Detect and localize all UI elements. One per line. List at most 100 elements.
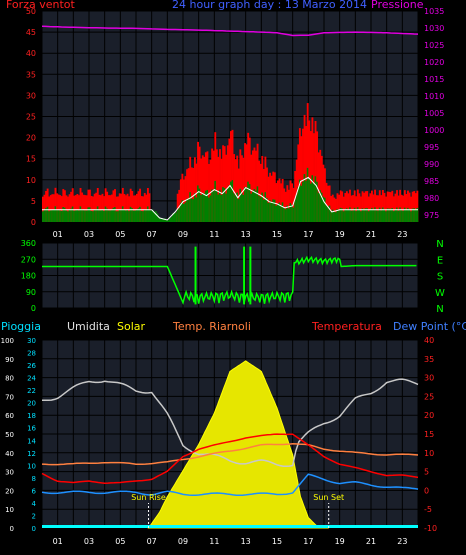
wind-gust-bar (330, 195, 333, 222)
humidity-y-tick-label: 10 (27, 462, 36, 470)
wind-gust-bar (112, 190, 115, 222)
wind-avg-bar (411, 208, 414, 222)
wind-gust-bar (139, 188, 141, 222)
wind-avg-bar (372, 210, 375, 222)
dew-point-title: Dew Point (°C) (393, 320, 466, 333)
wind-avg-bar (392, 211, 395, 222)
wind-gust-bar (190, 167, 193, 222)
wind-avg-bar (195, 197, 198, 222)
wind-speed-label: Forza vento (6, 0, 71, 11)
wind-x-tick-label: 07 (147, 230, 157, 239)
wind-gust-bar (57, 194, 60, 222)
wind-avg-bar (222, 187, 225, 222)
wind-gust-bar (143, 193, 146, 222)
humidity-line (41, 378, 419, 468)
wind-avg-bar (201, 192, 204, 222)
pressure-y-tick-label: 990 (424, 160, 439, 169)
wind-avg-bar (328, 205, 331, 222)
wind-avg-bar (341, 208, 344, 222)
bearing-direction-label: N (436, 239, 443, 250)
wind-gust-bar (145, 194, 148, 222)
weather-x-tick-label: 11 (209, 537, 219, 546)
wind-avg-bar (291, 204, 293, 222)
wind-gust-bar (259, 163, 262, 222)
pressure-line (41, 25, 419, 37)
rain-y-tick-label: 0 (10, 525, 14, 533)
wind-avg-bar (334, 212, 337, 222)
wind-avg-bar (82, 210, 85, 222)
wind-gust-bar (114, 189, 116, 222)
wind-avg-bar (181, 200, 184, 222)
wind-avg-bar (289, 203, 292, 222)
wind-avg-bar (356, 207, 359, 222)
wind-avg-bar (314, 176, 317, 222)
humidity-y-tick-label: 30 (27, 337, 36, 345)
wind-gust-bar (269, 172, 272, 222)
wind-gust-bar (371, 190, 373, 222)
wind-gust-bar (132, 195, 135, 222)
wind-avg-bar (192, 199, 195, 222)
wind-avg-bar (402, 210, 405, 222)
rain-y-tick-label: 80 (5, 375, 14, 383)
wind-avg-bar (49, 210, 52, 222)
wind-avg-bar (206, 189, 209, 222)
wind-avg-bar (187, 198, 190, 222)
wind-gust-bar (90, 195, 93, 222)
wind-avg-bar (79, 206, 82, 222)
wind-gust-bar (378, 190, 381, 222)
wind-y-tick-label: 0 (31, 218, 36, 227)
wind-gust-bar (81, 192, 84, 222)
weather-x-tick-label: 05 (115, 537, 125, 546)
wind-avg-bar (172, 213, 174, 222)
wind-avg-bar (208, 197, 210, 222)
wind-gust-bar (92, 196, 94, 222)
wind-gust-bar (305, 126, 308, 222)
wind-gust-bar (367, 196, 370, 222)
indoor-temp-title: Temp. Riarnoli (173, 320, 251, 333)
wind-avg-bar (377, 210, 380, 222)
wind-avg-bar (56, 209, 58, 222)
wind-gust-bar (212, 150, 215, 222)
wind-avg-bar (280, 205, 282, 222)
wind-avg-bar (261, 192, 264, 222)
wind-avg-bar (396, 207, 398, 222)
wind-avg-bar (106, 208, 109, 222)
wind-avg-bar (193, 193, 196, 222)
wind-gust-bar (350, 195, 353, 222)
wind-avg-bar (159, 218, 162, 222)
weather-x-tick-label: 15 (272, 537, 282, 546)
wind-gust-bar (331, 194, 334, 222)
wind-gust-bar (407, 190, 409, 222)
wind-gust-bar (128, 196, 131, 222)
wind-avg-bar (240, 192, 243, 222)
wind-avg-bar (313, 183, 315, 222)
wind-gust-bar (261, 155, 264, 222)
wind-gust-bar (284, 191, 287, 222)
wind-avg-bar (70, 208, 73, 222)
weather-x-tick-label: 19 (335, 537, 345, 546)
wind-avg-bar (223, 188, 226, 222)
wind-gust-bar (237, 168, 240, 222)
wind-gust-bar (264, 156, 267, 222)
wind-avg-bar (309, 183, 312, 222)
wind-avg-bar (256, 186, 259, 222)
wind-gust-bar (200, 158, 203, 222)
wind-x-tick-label: 03 (84, 230, 94, 239)
humidity-y-tick-label: 22 (27, 387, 36, 395)
wind-avg-bar (331, 209, 334, 222)
wind-gust-bar (283, 188, 286, 222)
wind-avg-bar (403, 207, 406, 222)
wind-gust-bar (392, 196, 395, 222)
wind-gust-bar (297, 144, 300, 222)
wind-y-tick-label: 40 (26, 49, 36, 58)
wind-gust-bar (59, 195, 62, 222)
weather-x-tick-label: 07 (147, 537, 157, 546)
wind-gust-bar (363, 192, 366, 222)
wind-avg-bar (74, 210, 77, 222)
wind-avg-bar (178, 208, 181, 222)
rain-y-tick-label: 10 (5, 506, 14, 514)
wind-avg-bar (51, 209, 54, 222)
pressure-y-tick-label: 975 (424, 211, 439, 220)
wind-gust-bar (369, 193, 372, 222)
